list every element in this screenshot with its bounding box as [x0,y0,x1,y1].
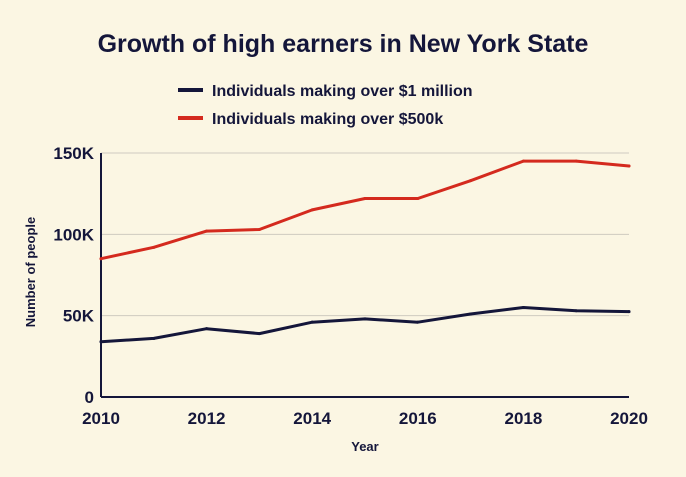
data-point [627,310,631,314]
data-point [627,164,631,168]
y-tick-label: 100K [53,225,94,244]
x-axis-title: Year [351,439,378,454]
y-axis-title: Number of people [23,217,38,328]
data-point [469,179,473,183]
data-point [363,317,367,321]
x-axis-ticks: 2010 2012 2014 2016 2018 2020 [82,409,648,428]
data-point [521,159,525,163]
data-point [99,340,103,344]
data-point [363,197,367,201]
x-tick-label: 2016 [399,409,437,428]
x-tick-label: 2010 [82,409,120,428]
series-line-1 [99,306,631,344]
data-point [152,336,156,340]
data-point [257,227,261,231]
y-tick-label: 150K [53,144,94,163]
y-tick-label: 0 [85,388,94,407]
legend-label-1: Individuals making over $1 million [212,83,473,100]
data-point [99,257,103,261]
chart-title: Growth of high earners in New York State [98,30,589,58]
series-lines [99,159,631,344]
data-point [521,306,525,310]
data-point [574,159,578,163]
y-axis-ticks: 0 50K 100K 150K [53,144,94,407]
data-point [205,327,209,331]
data-point [574,309,578,313]
data-point [257,332,261,336]
data-point [469,312,473,316]
y-tick-label: 50K [63,307,95,326]
series-line-2 [99,159,631,261]
x-tick-label: 2014 [293,409,331,428]
data-point [310,208,314,212]
data-point [310,320,314,324]
x-tick-label: 2012 [188,409,226,428]
x-tick-label: 2020 [610,409,648,428]
gridlines [100,152,629,398]
data-point [416,197,420,201]
legend: Individuals making over $1 million Indivi… [178,83,473,128]
data-point [416,320,420,324]
x-tick-label: 2018 [504,409,542,428]
data-point [205,229,209,233]
legend-label-2: Individuals making over $500k [212,111,443,128]
data-point [152,245,156,249]
